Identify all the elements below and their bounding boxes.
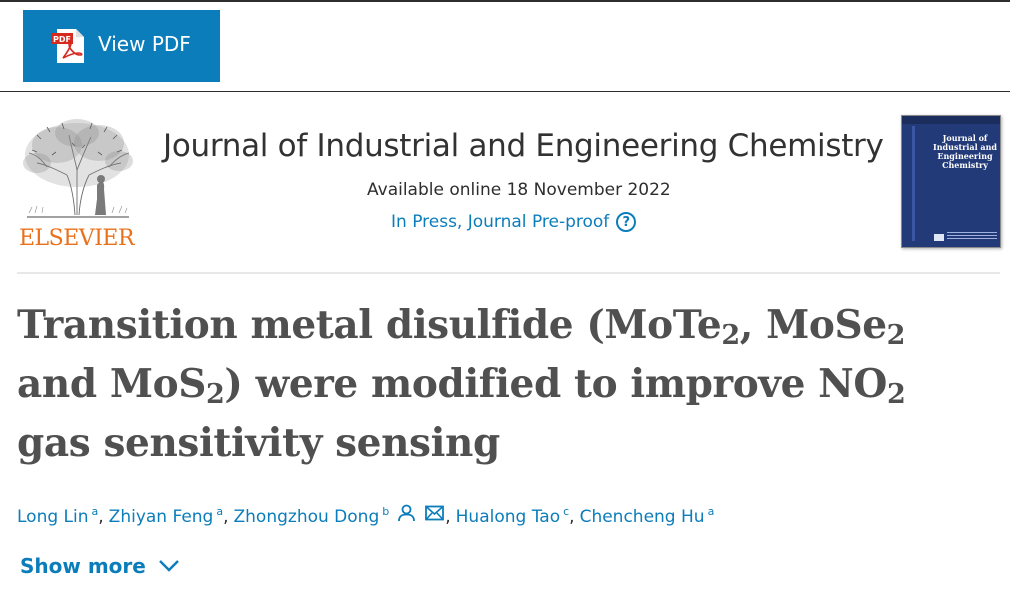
header-divider: [17, 272, 1000, 274]
cover-top-bar: [902, 116, 1000, 124]
view-pdf-label: View PDF: [98, 32, 191, 56]
show-more-label: Show more: [20, 554, 146, 578]
show-more-button[interactable]: Show more: [20, 554, 180, 578]
cover-journal-title: Journal of Industrial and Engineering Ch…: [932, 133, 998, 170]
author-link-corresponding[interactable]: Zhongzhou Dong b: [233, 505, 390, 527]
available-online-date: Available online 18 November 2022: [367, 180, 671, 200]
author-link[interactable]: Long Lin a: [17, 505, 99, 527]
author-link[interactable]: Chencheng Hu a: [579, 505, 715, 527]
author-link[interactable]: Hualong Tao c: [455, 505, 570, 527]
author-link[interactable]: Zhiyan Feng a: [108, 505, 224, 527]
elsevier-wordmark: ELSEVIER: [19, 226, 135, 251]
cover-society-logo: [934, 234, 944, 241]
cover-footer-lines: [947, 232, 997, 242]
envelope-icon[interactable]: [424, 504, 445, 522]
person-icon[interactable]: [397, 504, 416, 522]
author-separator: ,: [569, 507, 575, 527]
author-affiliation: a: [216, 505, 224, 518]
article-title: Transition metal disulfide (MoTe2, MoSe2…: [17, 302, 906, 466]
author-affiliation: a: [91, 505, 99, 518]
svg-text:PDF: PDF: [53, 35, 71, 44]
author-affiliation: c: [563, 505, 570, 518]
view-pdf-button[interactable]: PDF View PDF: [23, 10, 220, 82]
top-border: [0, 0, 1010, 2]
toolbar-divider: [0, 91, 1010, 92]
author-separator: ,: [98, 507, 104, 527]
author-separator: ,: [223, 507, 229, 527]
author-affiliation: a: [707, 505, 715, 518]
author-list: Long Lin a, Zhiyan Feng a, Zhongzhou Dong b…: [17, 504, 714, 527]
chevron-down-icon: [158, 560, 179, 572]
journal-title[interactable]: Journal of Industrial and Engineering Ch…: [163, 128, 884, 164]
in-press-status-link[interactable]: In Press, Journal Pre-proof ?: [391, 212, 637, 232]
author-separator: ,: [445, 507, 451, 527]
in-press-label: In Press, Journal Pre-proof: [391, 212, 610, 232]
pdf-icon: PDF: [51, 29, 84, 63]
question-help-icon[interactable]: ?: [616, 212, 637, 232]
cover-side-stripe: [912, 126, 915, 241]
elsevier-tree-logo[interactable]: [17, 115, 137, 250]
journal-cover-image[interactable]: Journal of Industrial and Engineering Ch…: [901, 115, 1001, 248]
author-affiliation: b: [382, 505, 390, 518]
